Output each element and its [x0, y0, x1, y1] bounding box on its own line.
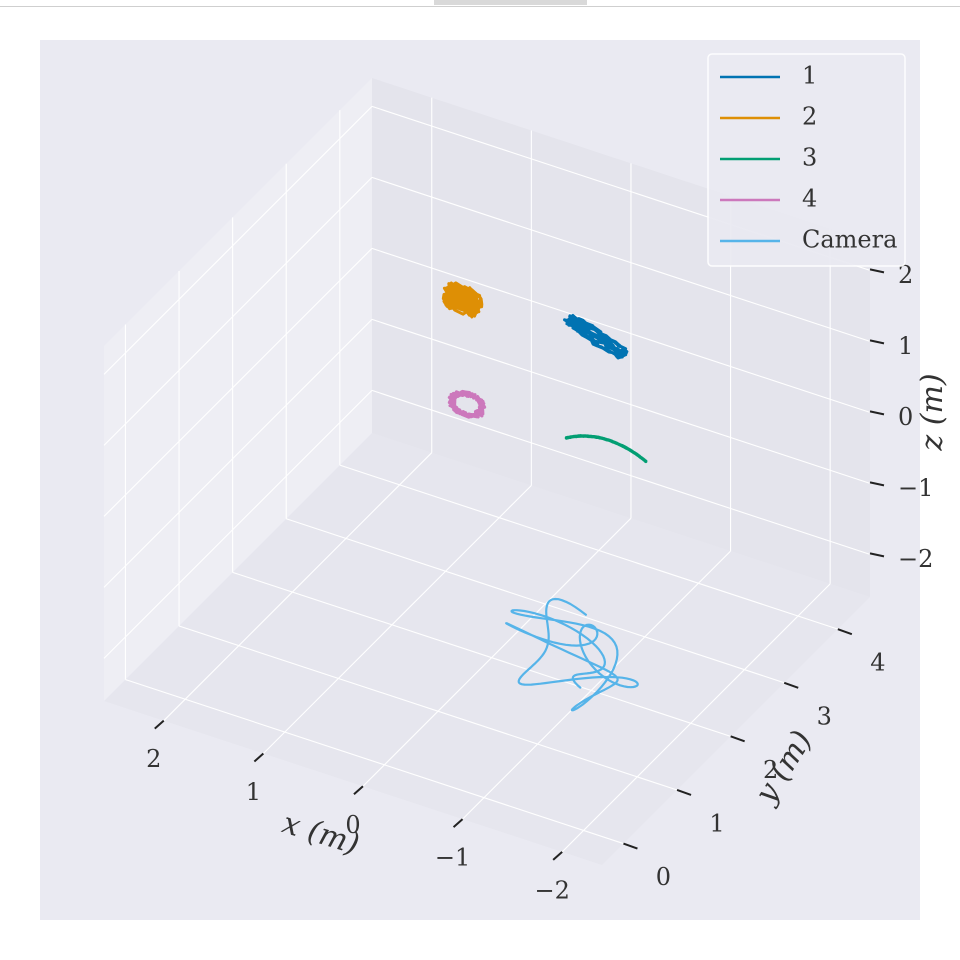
grid-line-z-back [371, 318, 871, 484]
x-tick [452, 818, 464, 828]
z-tick [869, 552, 885, 558]
grid-line-x-floor [362, 517, 632, 787]
z-tick [869, 268, 885, 274]
x-tick [353, 785, 364, 796]
x-tick-label: 1 [246, 778, 261, 806]
grid-line-y-floor [232, 571, 731, 737]
series-layer [441, 281, 648, 712]
y-tick-label: 3 [817, 702, 832, 730]
legend-label: 1 [802, 62, 817, 90]
legend-label: 3 [802, 144, 817, 172]
z-tick-label: −2 [898, 545, 933, 573]
y-tick [783, 681, 799, 689]
series-line [441, 281, 484, 319]
legend-label: Camera [802, 226, 897, 254]
series-line [563, 314, 629, 360]
series-line [564, 434, 648, 464]
legend-label: 4 [802, 185, 817, 213]
grid-line-y-floor [286, 518, 785, 684]
y-tick-label: 4 [870, 649, 885, 677]
x-tick-label: −2 [534, 876, 569, 904]
z-tick-label: 2 [898, 261, 913, 289]
x-tick [552, 851, 563, 861]
floor-pane [104, 433, 870, 865]
grid-line-z-side [103, 177, 373, 446]
series-line [505, 597, 639, 712]
grid-line-z-back [371, 247, 871, 413]
y-tick-label: 1 [709, 809, 724, 837]
x-tick-label: 0 [345, 811, 360, 839]
x-tick-label: −1 [435, 844, 470, 872]
legend-box [707, 53, 906, 267]
grid-line-x-floor [561, 583, 831, 853]
y-tick [676, 789, 692, 796]
z-tick [869, 339, 885, 345]
side-pane [104, 78, 372, 701]
grid-line-z-side [103, 390, 373, 659]
legend: 1 2 3 4 Camera [707, 53, 906, 267]
grid-line-z-side [103, 106, 373, 375]
z-tick-label: 0 [898, 403, 913, 431]
z-tick-label: −1 [898, 474, 933, 502]
y-tick [837, 628, 853, 636]
z-axis-label: z (m) [915, 373, 950, 451]
grid-line-y-floor [178, 625, 678, 791]
grid-line-x-floor [262, 485, 532, 754]
y-tick [730, 735, 745, 743]
y-tick [623, 842, 638, 850]
window-tab[interactable] [434, 0, 587, 5]
grid-line-y-floor [125, 679, 624, 845]
y-tick-label: 2 [763, 756, 778, 784]
legend-label: 2 [802, 103, 817, 131]
z-tick [869, 481, 885, 487]
grid-lines [103, 97, 871, 853]
grid-line-z-back [371, 389, 871, 555]
grid-line-z-side [103, 248, 373, 517]
grid-line-z-back [371, 176, 871, 342]
grid-line-x-floor [163, 452, 433, 722]
z-tick-label: 1 [898, 332, 913, 360]
z-tick [869, 410, 885, 416]
series-line [447, 389, 487, 419]
x-tick [154, 719, 165, 730]
grid-line-z-side [103, 319, 373, 588]
grid-line-y-floor [339, 464, 839, 630]
grid-line-x-floor [462, 550, 731, 820]
x-tick-label: 2 [146, 745, 161, 773]
y-tick-label: 0 [656, 863, 671, 891]
window-top-bar [0, 0, 960, 7]
x-tick [253, 752, 265, 763]
axis-ticks: −2 −1 0 1 2 0 1 2 3 4 −2 −1 0 1 2 [146, 261, 933, 904]
